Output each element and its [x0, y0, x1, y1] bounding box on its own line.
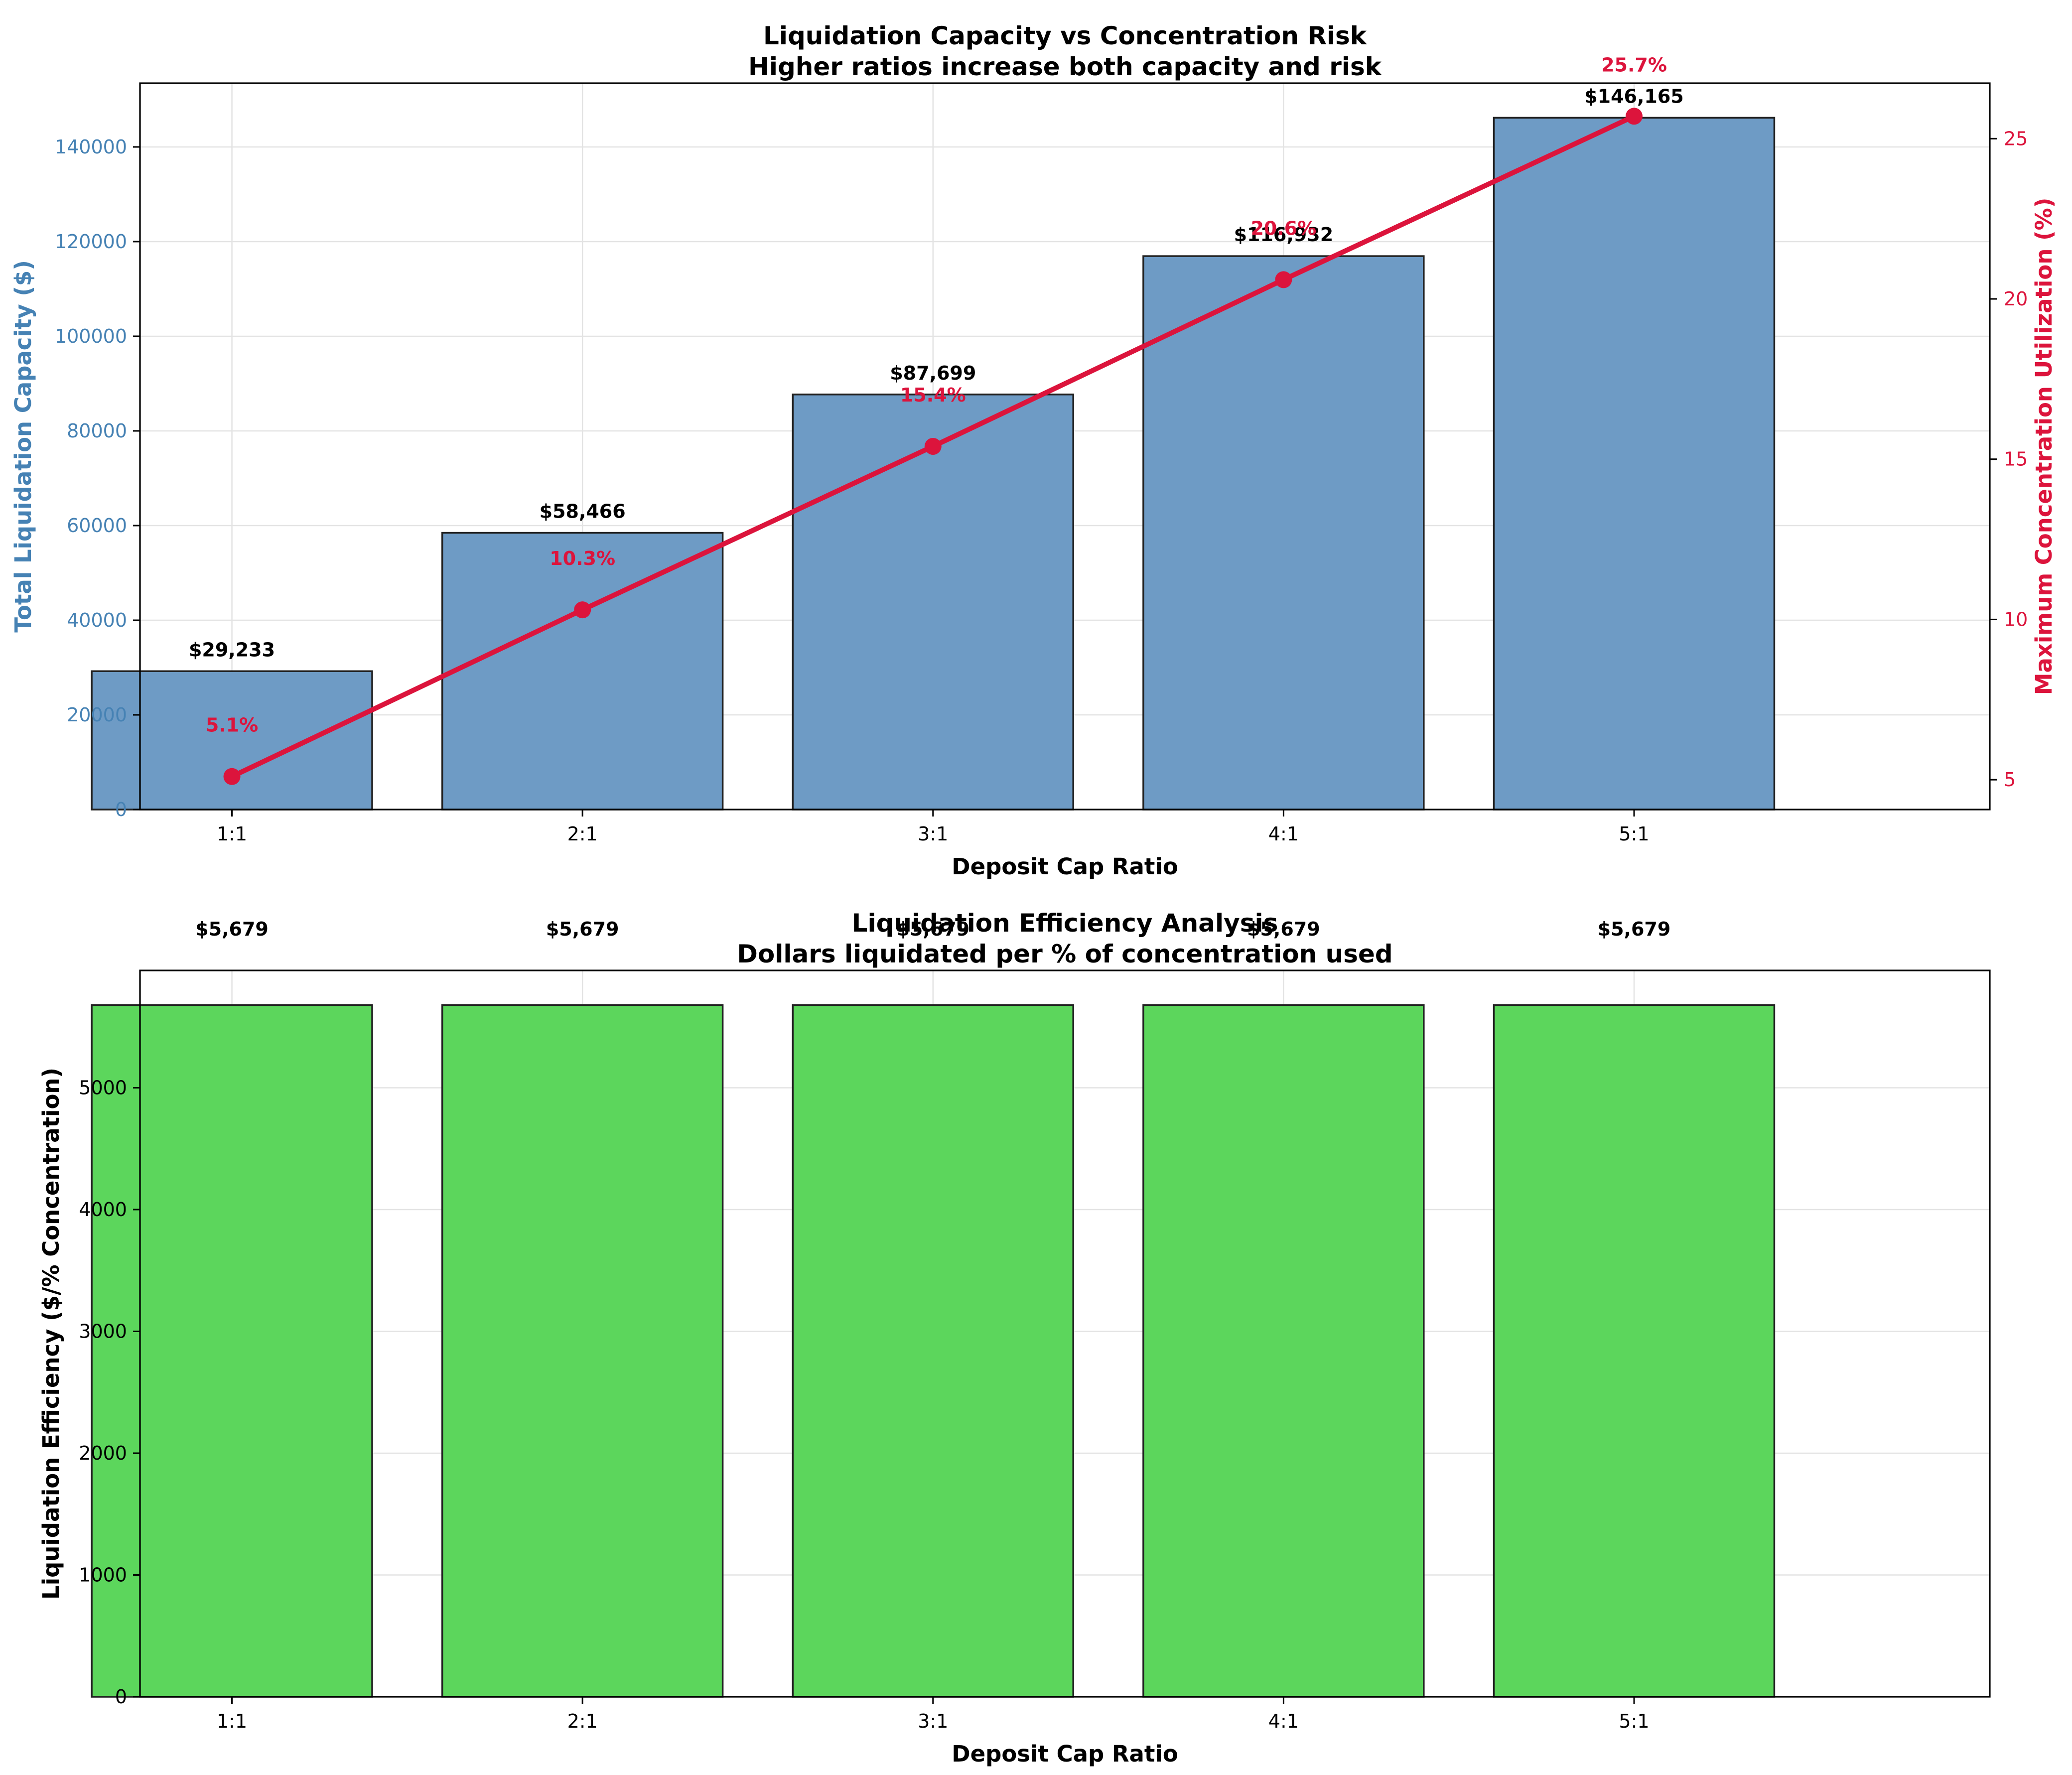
plot-frame — [139, 82, 1991, 811]
y-tick-label: 5000 — [79, 1077, 127, 1098]
bar-5:1 — [1493, 117, 1776, 811]
y-tick-label: 0 — [115, 799, 127, 820]
bar-value-label: $5,679 — [546, 918, 619, 940]
chart-subtitle: Dollars liquidated per % of concentratio… — [737, 940, 1392, 968]
y-tick-label: 80000 — [67, 420, 127, 442]
bar-4:1 — [1142, 1004, 1425, 1698]
x-tick-label: 2:1 — [567, 823, 598, 845]
x-tick-label: 2:1 — [567, 1710, 598, 1732]
bar-value-label: $5,679 — [1598, 918, 1671, 940]
x-tick-label: 5:1 — [1619, 1710, 1649, 1732]
bar-3:1 — [792, 394, 1074, 811]
y-tick-label: 0 — [115, 1686, 127, 1708]
y-tick-label: 60000 — [67, 515, 127, 537]
bar-5:1 — [1493, 1004, 1776, 1698]
bar-4:1 — [1142, 255, 1425, 811]
y2-tick-label: 25 — [2004, 128, 2028, 149]
y-tick-label: 120000 — [55, 231, 127, 253]
y-tick-label: 4000 — [79, 1199, 127, 1221]
y-axis-label: Total Liquidation Capacity ($) — [10, 260, 36, 633]
bar-2:1 — [441, 532, 724, 811]
x-tick-label: 4:1 — [1268, 1710, 1299, 1732]
x-tick-label: 3:1 — [918, 823, 948, 845]
chart-title: Liquidation Capacity vs Concentration Ri… — [763, 21, 1368, 50]
x-tick-label: 1:1 — [217, 823, 247, 845]
y-tick-label: 40000 — [67, 609, 127, 631]
y-tick-label: 100000 — [55, 325, 127, 347]
y2-tick-label: 20 — [2004, 288, 2028, 310]
line-value-label: 10.3% — [550, 547, 615, 569]
y-axis-label: Liquidation Efficiency ($/% Concentratio… — [38, 1068, 64, 1600]
plot-frame — [139, 969, 1991, 1698]
y-tick-label: 20000 — [67, 704, 127, 726]
bar-value-label: $146,165 — [1584, 85, 1684, 107]
bar-1:1 — [91, 1004, 373, 1698]
line-point-5:1 — [1625, 108, 1643, 125]
line-value-label: 25.7% — [1601, 54, 1667, 76]
chart-title: Liquidation Efficiency Analysis — [852, 909, 1278, 938]
y-tick-label: 140000 — [55, 136, 127, 158]
y2-axis-label: Maximum Concentration Utilization (%) — [2031, 198, 2057, 695]
line-value-label: 5.1% — [206, 714, 258, 736]
bar-value-label: $87,699 — [890, 362, 976, 384]
x-tick-label: 5:1 — [1619, 823, 1649, 845]
chart-subtitle: Higher ratios increase both capacity and… — [748, 52, 1382, 81]
line-value-label: 20.6% — [1250, 217, 1316, 239]
bar-value-label: $58,466 — [540, 501, 626, 523]
chart-panel-2: 1:1 2:1 3:1 4:1 5:1 0 1000 2000 3000 4000 5000 Liqu… — [38, 909, 1991, 1767]
y2-tick-label: 10 — [2004, 608, 2028, 630]
x-tick-label: 3:1 — [918, 1710, 948, 1732]
line-point-4:1 — [1275, 271, 1292, 288]
x-axis-label: Deposit Cap Ratio — [952, 853, 1178, 880]
line-point-1:1 — [223, 768, 241, 785]
chart-panel-1: 1:1 2:1 3:1 4:1 5:1 0 20000 40000 60000 80000 1000… — [10, 21, 2057, 880]
x-tick-label: 1:1 — [217, 1710, 247, 1732]
y2-tick-label: 5 — [2004, 769, 2016, 791]
line-point-2:1 — [574, 601, 591, 619]
bar-2:1 — [441, 1004, 724, 1698]
y2-tick-label: 15 — [2004, 448, 2028, 470]
bar-1:1 — [91, 670, 373, 811]
y-tick-label: 1000 — [79, 1564, 127, 1586]
line-value-label: 15.4% — [900, 384, 966, 406]
x-tick-label: 4:1 — [1268, 823, 1299, 845]
bar-value-label: $29,233 — [189, 639, 275, 661]
bar-value-label: $5,679 — [195, 918, 269, 940]
bar-value-label: $5,679 — [896, 918, 969, 940]
bar-value-label: $5,679 — [1247, 918, 1320, 940]
line-point-3:1 — [924, 438, 942, 455]
bar-value-label: $116,932 — [1234, 224, 1334, 246]
y-tick-label: 2000 — [79, 1442, 127, 1464]
x-axis-label: Deposit Cap Ratio — [952, 1741, 1178, 1767]
bar-3:1 — [792, 1004, 1074, 1698]
y-tick-label: 3000 — [79, 1320, 127, 1342]
